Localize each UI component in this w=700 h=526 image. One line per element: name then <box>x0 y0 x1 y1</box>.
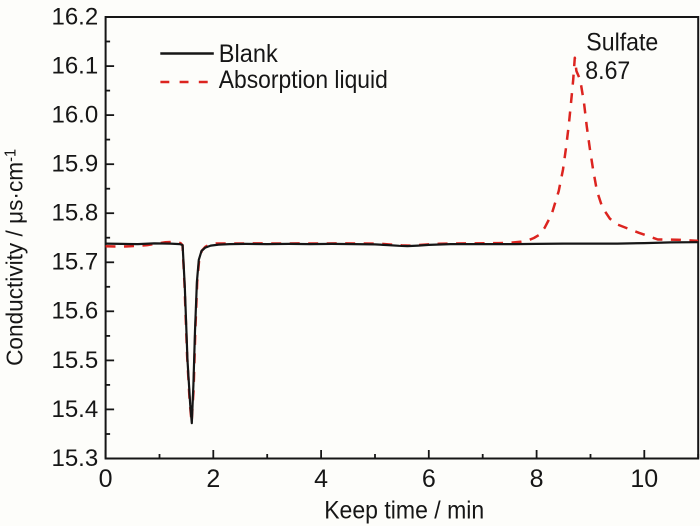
svg-text:8.67: 8.67 <box>585 57 630 85</box>
svg-text:15.3: 15.3 <box>51 445 98 472</box>
svg-text:16.0: 16.0 <box>51 102 98 129</box>
svg-text:6: 6 <box>422 465 436 493</box>
svg-text:Conductivity / μs·cm: Conductivity / μs·cm <box>1 162 27 366</box>
svg-text:-1: -1 <box>2 149 19 162</box>
svg-text:4: 4 <box>314 465 328 493</box>
svg-text:10: 10 <box>630 465 658 493</box>
svg-text:15.5: 15.5 <box>51 347 98 374</box>
svg-text:2: 2 <box>206 465 220 493</box>
svg-text:16.2: 16.2 <box>51 3 98 30</box>
svg-text:15.4: 15.4 <box>51 396 98 423</box>
svg-text:16.1: 16.1 <box>51 53 98 80</box>
svg-text:0: 0 <box>99 465 113 493</box>
svg-text:15.6: 15.6 <box>51 298 98 325</box>
svg-text:15.7: 15.7 <box>51 249 98 276</box>
svg-text:Blank: Blank <box>219 40 278 68</box>
svg-text:Absorption liquid: Absorption liquid <box>219 66 388 94</box>
svg-text:15.9: 15.9 <box>51 151 98 178</box>
svg-text:Keep time / min: Keep time / min <box>324 497 484 525</box>
svg-text:8: 8 <box>530 465 544 493</box>
svg-text:Sulfate: Sulfate <box>586 28 658 56</box>
svg-text:15.8: 15.8 <box>51 200 98 227</box>
